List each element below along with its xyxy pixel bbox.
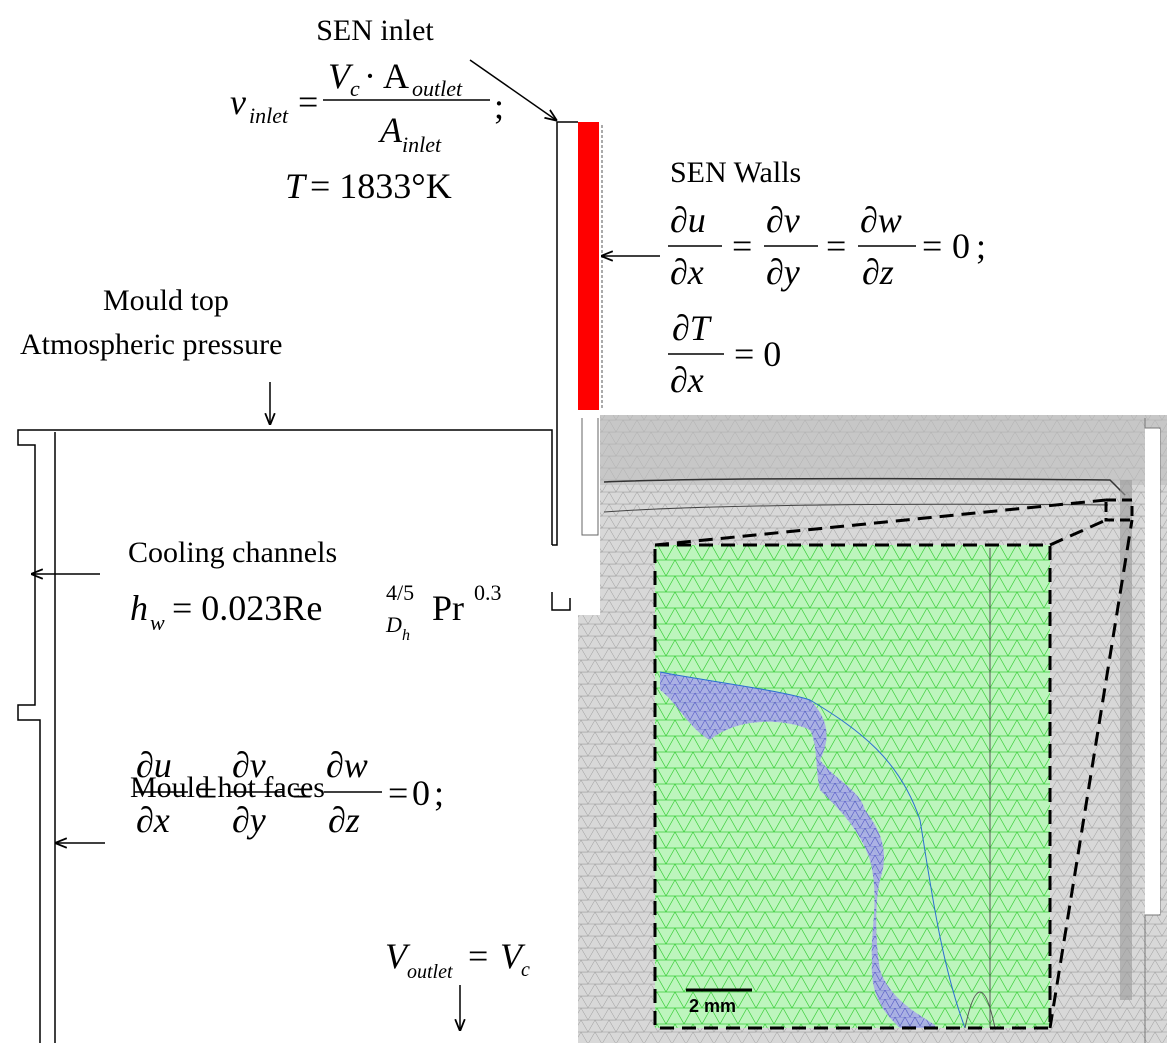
eq-symbol: v — [230, 82, 246, 122]
eq-end: ; — [494, 86, 504, 126]
eq-numerator: ∂w — [326, 745, 368, 785]
eq-equals: = — [292, 773, 312, 813]
eq-equals: = — [732, 226, 752, 266]
eq-numerator: ∂T — [672, 308, 713, 348]
eq-rest: = 0.023Re — [172, 588, 322, 628]
eq-denominator: ∂x — [136, 800, 170, 840]
eq-sub: h — [402, 627, 410, 644]
eq-rest: = 1833°K — [310, 166, 452, 206]
eq-symbol: h — [130, 588, 148, 628]
eq-sub: D — [385, 612, 402, 637]
eq-sub: c — [521, 959, 530, 981]
eq-equals: = — [826, 226, 846, 266]
eq-sup: 0.3 — [474, 580, 502, 605]
shape — [578, 415, 600, 615]
eq-denominator: ∂y — [766, 252, 800, 292]
mould-top-title: Mould top — [103, 284, 229, 317]
cooling-equation: h w = 0.023Re 4/5 D h Pr 0.3 — [130, 580, 502, 644]
sen-inlet-title: SEN inlet — [316, 14, 434, 47]
eq-pr: Pr — [432, 588, 464, 628]
shape — [578, 122, 599, 410]
eq-denominator: ∂x — [670, 360, 704, 400]
eq-sup: 4/5 — [386, 580, 414, 605]
mesh-image: 2 mm — [578, 415, 1167, 1043]
eq-equals: = — [298, 82, 318, 122]
eq-numerator: ∂v — [232, 745, 266, 785]
eq-end: ; — [434, 773, 444, 813]
arrow — [470, 60, 556, 120]
eq-equals: = — [197, 773, 217, 813]
shape — [1146, 429, 1160, 914]
mould-top-subtitle: Atmospheric pressure — [20, 328, 282, 361]
eq-zero: 0 — [412, 773, 430, 813]
eq-rest: = 0 — [734, 334, 781, 374]
eq-zero: 0 — [952, 226, 970, 266]
sen-walls-equation: ∂u ∂x = ∂v ∂y = ∂w ∂z = 0 ; ∂T ∂x = 0 — [668, 200, 986, 400]
eq-denominator: ∂x — [670, 252, 704, 292]
eq-sub: c — [350, 76, 360, 101]
shape — [578, 415, 1167, 485]
eq-sub: outlet — [412, 76, 463, 101]
eq-sub: w — [150, 610, 165, 635]
eq-denominator: ∂z — [862, 252, 894, 292]
shape — [1120, 480, 1132, 1000]
outlet-equation: V outlet = V c — [385, 936, 530, 983]
eq-sub: inlet — [249, 103, 289, 128]
eq-denominator: ∂y — [232, 800, 266, 840]
eq-sub: outlet — [407, 961, 453, 983]
eq-numerator: · A — [364, 56, 409, 96]
eq-sub: inlet — [402, 132, 442, 157]
eq-numerator: ∂w — [860, 200, 902, 240]
eq-numerator: ∂u — [670, 200, 706, 240]
eq-numerator: ∂u — [136, 745, 172, 785]
diagram: SEN inlet v inlet = V c · A outlet A inl… — [0, 0, 1167, 1043]
eq-end: ; — [976, 226, 986, 266]
eq-equals: = — [922, 226, 942, 266]
eq-denominator: ∂z — [328, 800, 360, 840]
eq-equals: = — [468, 936, 488, 976]
scale-bar-label: 2 mm — [689, 996, 736, 1016]
eq-symbol: T — [285, 166, 308, 206]
shape — [655, 545, 1050, 1028]
shape — [552, 122, 578, 545]
sen-walls-title: SEN Walls — [670, 156, 801, 189]
eq-denominator: A — [378, 110, 403, 150]
eq-equals: = — [388, 773, 408, 813]
cooling-channels-title: Cooling channels — [128, 536, 337, 569]
eq-numerator: ∂v — [766, 200, 800, 240]
shape — [552, 592, 570, 610]
